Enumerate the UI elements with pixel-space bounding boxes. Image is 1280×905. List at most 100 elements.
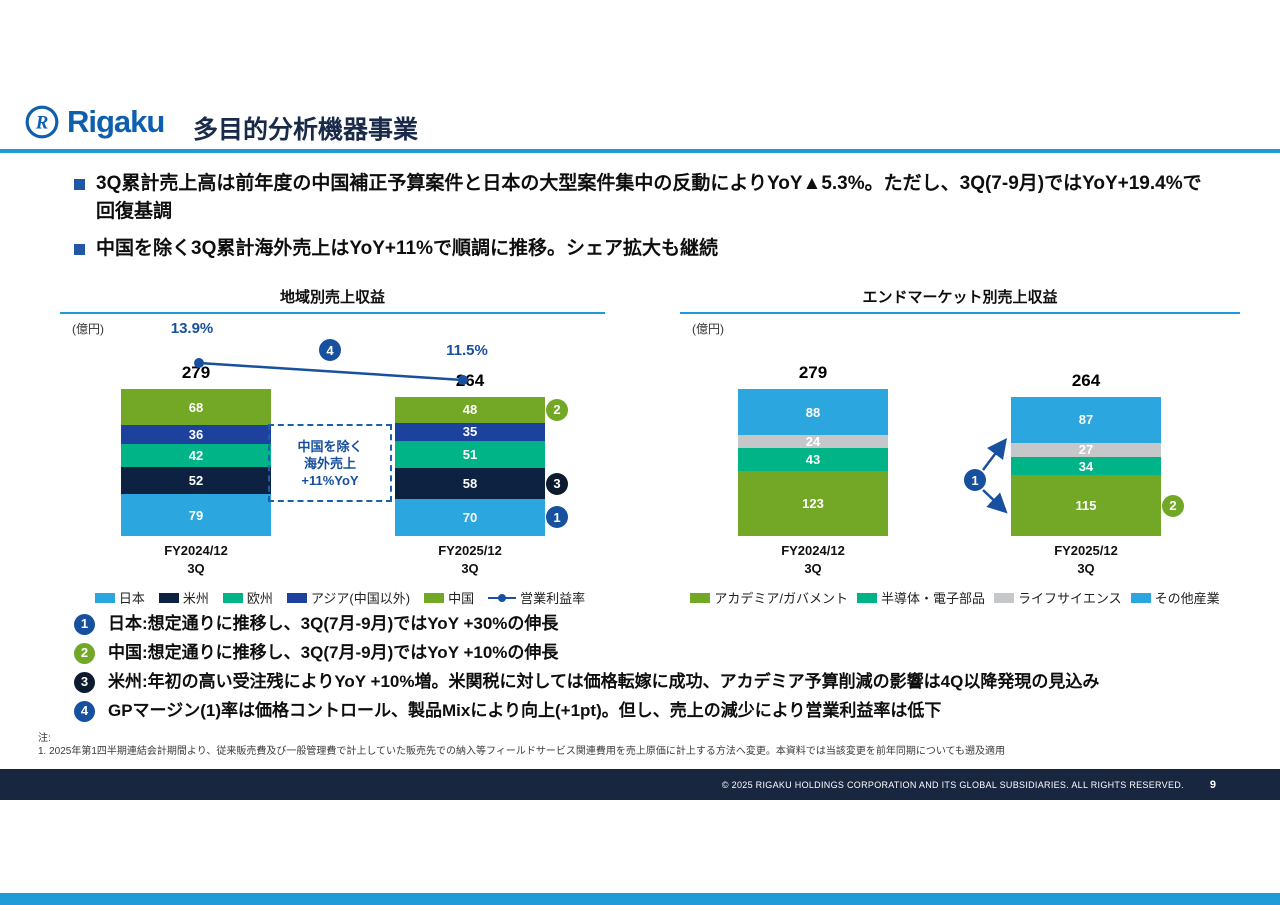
header-accent-rule	[0, 149, 1280, 153]
legend-item: 米州	[158, 588, 209, 607]
legend-label: 日本	[118, 591, 145, 606]
bar-segment: 51	[395, 441, 545, 469]
legend-item: 日本	[94, 588, 145, 607]
legend-label: ライフサイエンス	[1018, 591, 1122, 606]
chart-title: エンドマーケット別売上収益	[862, 289, 1058, 306]
legend-swatch-icon	[94, 592, 115, 603]
footnote-text: 1. 2025年第1四半期連結会計期間より、従来販売費及び一般管理費で計上してい…	[38, 746, 1006, 757]
note-row: 2 中国:想定通りに推移し、3Q(7月-9月)ではYoY +10%の伸長	[74, 642, 1264, 664]
note-number-badge: 4	[74, 700, 95, 722]
x-axis-label: FY2025/12 3Q	[438, 543, 502, 576]
callout-badge: 2	[1162, 494, 1184, 517]
bar-segment: 43	[738, 448, 888, 471]
legend-item: 中国	[424, 588, 474, 607]
ex-china-annotation: 中国を除く 海外売上 +11%YoY	[268, 424, 392, 502]
note-number-badge: 3	[74, 671, 95, 693]
summary-bullets: 3Q累計売上高は前年度の中国補正予算案件と日本の大型案件集中の反動によりYoY▲…	[74, 170, 1219, 272]
note-text: GPマージン(1)率は価格コントロール、製品Mixにより向上(+1pt)。但し、…	[108, 701, 942, 720]
bar-segment: 115	[1011, 475, 1161, 536]
operating-margin-value: 13.9%	[170, 320, 214, 337]
legend-item: その他産業	[1130, 588, 1220, 607]
note-number-badge: 1	[74, 613, 95, 635]
bullet-marker-icon	[74, 244, 85, 255]
legend-label: アジア(中国以外)	[310, 591, 411, 606]
stacked-bar: 68 36 42 52 79	[121, 389, 271, 536]
bar-total-label: 264	[1071, 370, 1101, 390]
bar-segment: 68	[121, 389, 271, 426]
callout-badge: 1	[546, 506, 568, 529]
note-row: 3 米州:年初の高い受注残によりYoY +10%増。米関税に対しては価格転嫁に成功…	[74, 671, 1264, 693]
legend-label: 半導体・電子部品	[880, 591, 985, 606]
bar-segment: 70	[395, 498, 545, 536]
bar-segment: 88	[738, 388, 888, 436]
note-text: 米州:年初の高い受注残によりYoY +10%増。米関税に対しては価格転嫁に成功、…	[108, 672, 1100, 691]
bar-segment: 87	[1011, 396, 1161, 443]
legend-label: 営業利益率	[520, 591, 586, 606]
legend-swatch-icon	[158, 592, 179, 603]
legend-label: その他産業	[1154, 591, 1220, 606]
bullet-text: 中国を除く3Q累計海外売上はYoY+11%で順調に推移。シェア拡大も継続	[96, 238, 718, 259]
svg-text:R: R	[35, 112, 49, 133]
legend-swatch-icon	[690, 592, 711, 603]
note-row: 4 GPマージン(1)率は価格コントロール、製品Mixにより向上(+1pt)。但し…	[74, 700, 1264, 722]
summary-bullet: 3Q累計売上高は前年度の中国補正予算案件と日本の大型案件集中の反動によりYoY▲…	[74, 170, 1219, 226]
bar-total-label: 264	[455, 371, 485, 391]
page-title: 多目的分析機器事業	[193, 116, 419, 144]
bullet-marker-icon	[74, 179, 85, 190]
legend-label: 米州	[182, 591, 209, 606]
legend-swatch-icon	[1130, 592, 1151, 603]
copyright-text: © 2025 RIGAKU HOLDINGS CORPORATION AND I…	[721, 779, 1184, 790]
callout-badge: 3	[546, 472, 568, 495]
rigaku-logo-mark-icon: R	[25, 105, 59, 139]
bar-segment: 35	[395, 422, 545, 442]
legend-swatch-icon	[424, 592, 445, 603]
legend-swatch-icon	[286, 592, 307, 603]
end-market-chart-legend: アカデミア/ガバメント 半導体・電子部品 ライフサイエンス その他産業	[665, 588, 1245, 607]
x-axis-label: FY2024/12 3Q	[781, 543, 845, 576]
note-row: 1 日本:想定通りに推移し、3Q(7月-9月)ではYoY +30%の伸長	[74, 613, 1264, 635]
legend-label: アカデミア/ガバメント	[714, 591, 848, 606]
bar-segment: 27	[1011, 442, 1161, 457]
footer-bar: © 2025 RIGAKU HOLDINGS CORPORATION AND I…	[0, 769, 1280, 800]
page-number: 9	[1209, 778, 1216, 791]
note-text: 日本:想定通りに推移し、3Q(7月-9月)ではYoY +30%の伸長	[108, 614, 559, 633]
legend-line-icon	[488, 593, 517, 603]
bar-segment: 79	[121, 494, 271, 536]
summary-bullet: 中国を除く3Q累計海外売上はYoY+11%で順調に推移。シェア拡大も継続	[74, 235, 1219, 263]
bar-segment: 123	[738, 470, 888, 536]
legend-swatch-icon	[222, 592, 243, 603]
bar-total-label: 279	[181, 363, 211, 383]
legend-item: 営業利益率	[488, 588, 585, 607]
numbered-notes: 1 日本:想定通りに推移し、3Q(7月-9月)ではYoY +30%の伸長 2 中国:想…	[74, 613, 1264, 729]
bottom-accent-stripe	[0, 893, 1280, 905]
note-number-badge: 2	[74, 642, 95, 664]
regional-revenue-chart: 地域別売上収益 (億円) 13.9% 11.5% 4 中国を除く 海外売上 +1…	[60, 286, 605, 586]
stacked-bar: 48 35 51 58 70	[395, 397, 545, 536]
x-axis-label: FY2024/12 3Q	[164, 543, 228, 576]
legend-item: 半導体・電子部品	[856, 588, 985, 607]
stacked-bar: 87 27 34 115	[1011, 396, 1161, 536]
footnote: 注: 1. 2025年第1四半期連結会計期間より、従来販売費及び一般管理費で計上…	[38, 732, 1005, 758]
note-text: 中国:想定通りに推移し、3Q(7月-9月)ではYoY +10%の伸長	[108, 643, 559, 662]
chart-title-rule	[60, 312, 605, 314]
legend-swatch-icon	[994, 592, 1014, 603]
bar-segment: 42	[121, 444, 271, 467]
regional-chart-legend: 日本 米州 欧州 アジア(中国以外) 中国 営業利益率	[60, 588, 620, 607]
legend-item: アカデミア/ガバメント	[690, 588, 848, 607]
legend-item: アジア(中国以外)	[286, 588, 411, 607]
rigaku-logo: R Rigaku	[24, 104, 165, 140]
legend-label: 中国	[448, 591, 475, 606]
chart-title-rule	[680, 312, 1240, 314]
logo-wordmark: Rigaku	[67, 104, 165, 139]
footnote-label: 注:	[38, 733, 51, 744]
x-axis-label: FY2025/12 3Q	[1054, 543, 1118, 576]
bar-segment: 52	[121, 466, 271, 495]
callout-badge: 1	[964, 469, 986, 491]
bar-segment: 24	[738, 435, 888, 449]
bar-segment: 58	[395, 468, 545, 499]
bar-segment: 48	[395, 397, 545, 423]
callout-badge: 2	[546, 398, 568, 421]
callout-badge: 4	[319, 339, 341, 361]
chart-plot-area: (億円) 1 88 24 43 123 279 FY2024/12 3Q 87 27 34 115…	[680, 314, 1240, 576]
